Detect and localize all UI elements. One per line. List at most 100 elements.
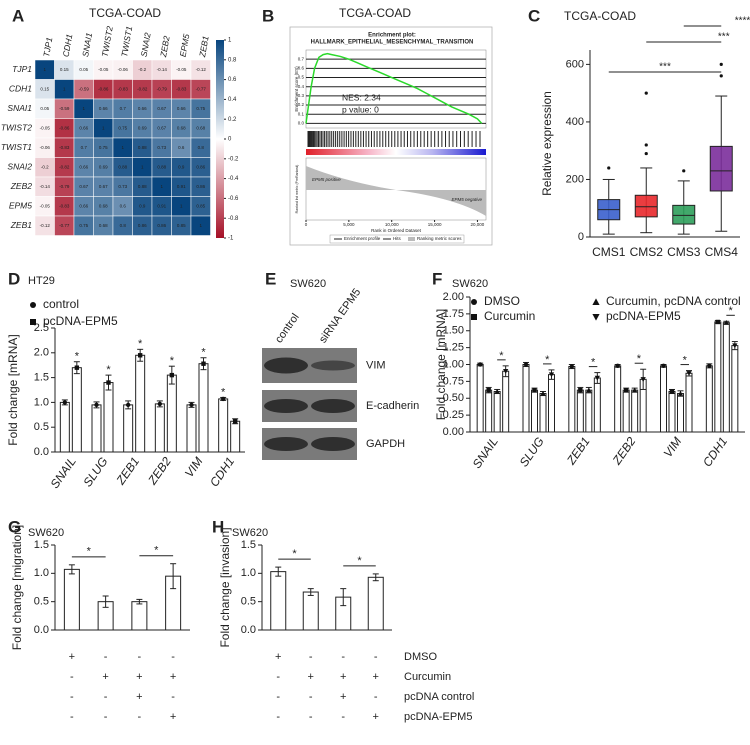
cell-label: 0.86: [157, 223, 166, 228]
marker: [661, 363, 666, 369]
x-tick-label: 0: [305, 222, 308, 227]
condition-sign: +: [136, 671, 142, 683]
marker: [532, 387, 537, 393]
y-tick-label: 0.0: [298, 121, 305, 126]
colorbar-label: -0.2: [228, 156, 239, 162]
significance-label: *: [221, 386, 226, 398]
blot-band: [311, 399, 355, 413]
marker: [503, 369, 509, 374]
cell-label: 0.69: [138, 125, 147, 130]
panel-title: TCGA-COAD: [89, 6, 161, 20]
y-tick-label: 1.25: [443, 342, 464, 354]
row-label: TWIST2: [1, 123, 32, 133]
bar: [568, 366, 576, 433]
condition-sign: +: [275, 651, 281, 663]
cell-label: 0.15: [60, 67, 69, 72]
outlier: [644, 143, 648, 147]
cell-label: 0.66: [99, 106, 108, 111]
cell-label: 1: [160, 184, 163, 189]
group-label: EPM5 negative: [451, 197, 482, 202]
cell-label: -0.83: [118, 86, 129, 91]
legend-swatch: [408, 237, 415, 241]
cell-label: 0.86: [138, 223, 147, 228]
blot-band: [311, 437, 355, 451]
bar: [154, 403, 165, 453]
condition-sign: +: [136, 691, 142, 703]
cell-label: -0.79: [59, 184, 70, 189]
marker: [471, 299, 477, 305]
lane-label: siRNA EPM5: [317, 286, 363, 345]
marker: [594, 375, 600, 381]
condition-sign: -: [138, 651, 142, 663]
y-tick-label: 1.5: [34, 539, 49, 551]
cell-label: -0.86: [59, 125, 70, 130]
significance-label: *: [170, 355, 175, 367]
y-tick-label: 1.0: [34, 567, 49, 579]
cell-label: 0.75: [118, 125, 127, 130]
column-label: SNAI1: [80, 32, 94, 58]
column-label: ZEB2: [158, 35, 172, 59]
outlier: [719, 74, 723, 78]
y-axis-label: Fold change [mRNA]: [6, 334, 20, 445]
panel-letter: H: [212, 517, 224, 536]
condition-sign: +: [373, 671, 379, 683]
y-tick-label: 2.5: [34, 322, 49, 334]
blot-band: [264, 399, 308, 413]
x-tick-label: CMS4: [705, 245, 739, 259]
y-tick-label: 1.0: [34, 396, 49, 408]
column-label: TJP1: [41, 36, 54, 58]
panel-title: SW620: [232, 527, 268, 539]
condition-label: pcDNA control: [404, 691, 474, 703]
blot-band: [264, 357, 308, 374]
y-tick-label: 0.75: [443, 375, 464, 387]
cell-label: -0.05: [176, 67, 187, 72]
legend-label: Curcumin, pcDNA control: [606, 294, 741, 308]
bar: [593, 377, 601, 433]
cell-label: 0.05: [79, 67, 88, 72]
cell-label: 0.88: [157, 164, 166, 169]
cell-label: 0.66: [177, 106, 186, 111]
legend-label: DMSO: [484, 294, 520, 308]
y-tick-label: 0.5: [34, 421, 49, 433]
condition-sign: +: [69, 651, 75, 663]
significance-label: *: [106, 364, 111, 376]
marker: [30, 302, 36, 308]
bar: [131, 601, 148, 631]
condition-sign: -: [276, 711, 280, 723]
blot-band: [264, 437, 308, 451]
row-label: TWIST1: [1, 142, 32, 152]
column-label: SNAI2: [139, 32, 153, 58]
row-label: EPM5: [9, 201, 32, 211]
cell-label: -0.82: [137, 86, 148, 91]
y-tick-label: 1.5: [34, 372, 49, 384]
significance-label: *: [499, 350, 504, 362]
bar: [103, 382, 114, 453]
cell-label: -0.14: [40, 184, 51, 189]
marker: [586, 387, 592, 393]
cell-label: 0.85: [177, 223, 186, 228]
cell-label: -0.83: [59, 145, 70, 150]
condition-sign: -: [171, 691, 175, 703]
condition-sign: -: [309, 691, 313, 703]
outlier: [644, 151, 648, 156]
y-tick-label: 0.2: [298, 102, 305, 107]
legend-label: pcDNA-EPM5: [43, 314, 118, 328]
bar: [705, 365, 713, 433]
cell-label: 0.66: [79, 164, 88, 169]
rank-bar: [306, 149, 486, 155]
row-label: SNAI1: [7, 103, 32, 113]
bar: [218, 398, 229, 453]
marker: [723, 320, 729, 325]
cell-label: 0.66: [79, 203, 88, 208]
band-label: GAPDH: [366, 438, 405, 450]
column-label: CDH1: [61, 33, 75, 58]
x-tick-label: VIM: [182, 455, 206, 481]
cell-label: -0.2: [138, 67, 146, 72]
x-tick-label: VIM: [661, 435, 685, 461]
bar: [270, 571, 287, 631]
bar: [230, 420, 241, 453]
bar: [493, 391, 501, 433]
significance-label: ****: [735, 16, 750, 27]
condition-sign: +: [102, 671, 108, 683]
panel-title: SW620: [28, 527, 64, 539]
